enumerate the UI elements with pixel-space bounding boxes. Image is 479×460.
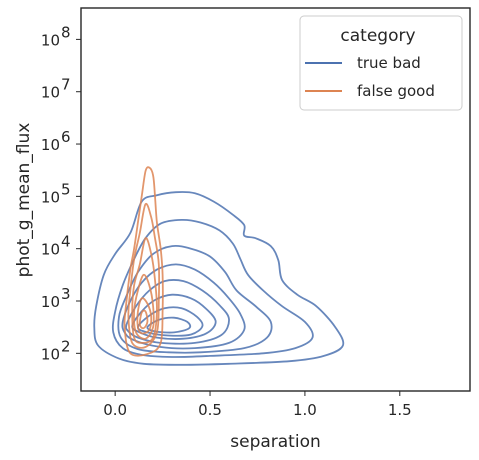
x-tick-label: 0.5 — [198, 401, 222, 419]
y-tick-exponent: 3 — [61, 285, 71, 303]
contour-false-good-6 — [138, 309, 149, 330]
x-tick-label: 1.5 — [388, 401, 412, 419]
y-tick-label: 10 — [41, 31, 60, 49]
legend-box — [299, 15, 463, 111]
legend-title: category — [340, 26, 415, 46]
y-axis-label: phot_g_mean_flux — [14, 123, 34, 278]
y-tick-label: 10 — [41, 84, 60, 102]
contour-layer — [93, 166, 345, 366]
y-tick-label: 10 — [41, 241, 60, 259]
legend: category true bad false good — [299, 15, 463, 111]
y-tick-exponent: 6 — [61, 128, 71, 146]
x-axis-label: separation — [230, 432, 321, 452]
y-tick-exponent: 8 — [61, 23, 71, 41]
y-tick-label: 10 — [41, 293, 60, 311]
x-tick-label: 1.0 — [293, 401, 317, 419]
y-tick-exponent: 7 — [61, 76, 71, 94]
contour-true-bad-1 — [93, 191, 345, 366]
legend-label: false good — [357, 82, 435, 100]
contour-false-good-5 — [136, 297, 153, 335]
y-tick-label: 10 — [41, 136, 60, 154]
y-tick-label: 10 — [41, 188, 60, 206]
y-tick-label: 10 — [41, 345, 60, 363]
contour-true-bad-4 — [121, 263, 246, 350]
x-ticks: 0.0 0.5 1.0 1.5 — [103, 391, 412, 419]
y-tick-exponent: 4 — [61, 233, 71, 251]
legend-entries: true bad false good — [305, 54, 435, 100]
contour-false-good-1 — [123, 166, 164, 357]
y-tick-exponent: 5 — [61, 180, 71, 198]
x-tick-label: 0.0 — [103, 401, 127, 419]
legend-label: true bad — [357, 54, 421, 72]
plot-frame — [80, 7, 471, 392]
y-tick-exponent: 2 — [61, 337, 71, 355]
contour-false-good-4 — [133, 273, 155, 340]
contour-false-good-2 — [127, 202, 161, 349]
contour-false-good-3 — [131, 237, 158, 344]
contour-true-bad-2 — [111, 218, 314, 358]
